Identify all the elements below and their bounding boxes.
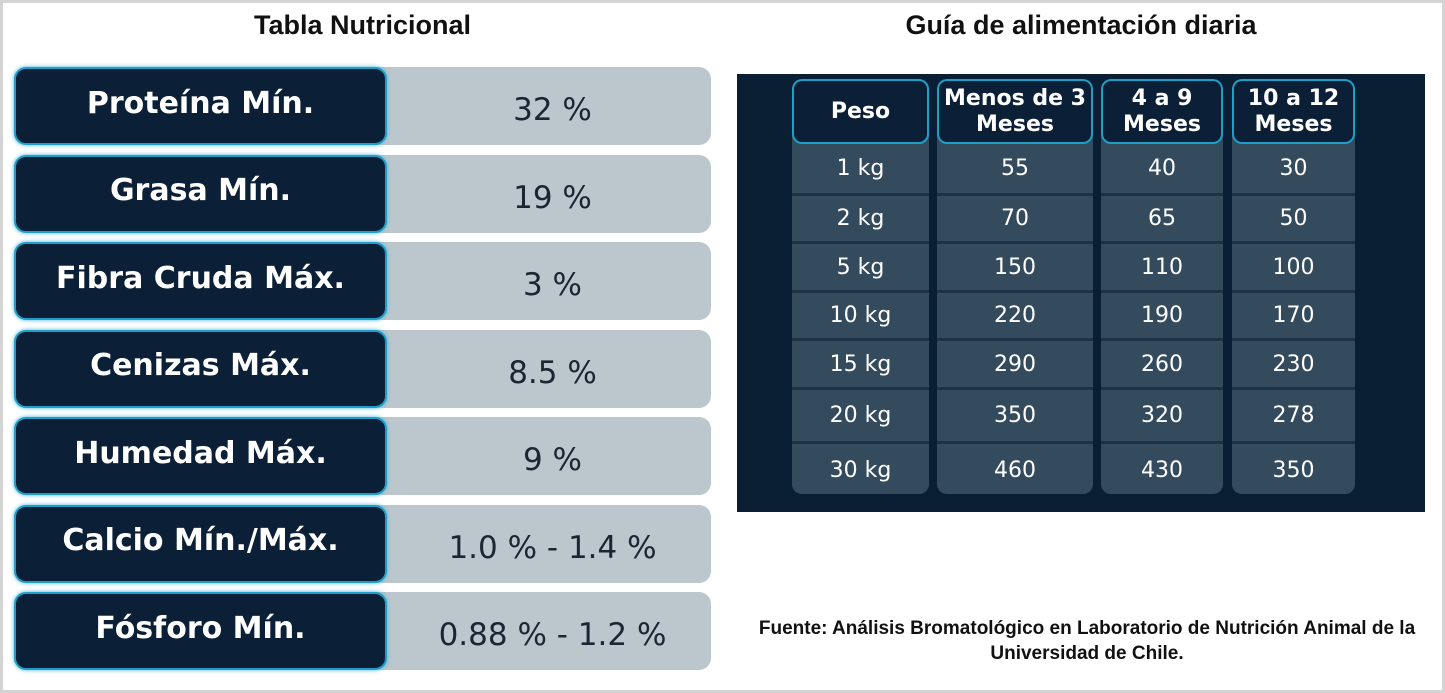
table-cell: 430 [1141, 457, 1183, 483]
nutrient-value: 0.88 % - 1.2 % [354, 592, 711, 670]
table-cell: 1 kg [792, 144, 929, 196]
nutrient-value: 1.0 % - 1.4 % [354, 504, 711, 583]
nutrient-value: 9 % [354, 417, 711, 495]
column-header: Menos de 3 Meses [937, 79, 1093, 144]
table-cell: 320 [1101, 390, 1223, 444]
feeding-column: 4 a 9 Meses 40 65 110 190 260 320 430 [1101, 79, 1223, 494]
nutrient-label: Fibra Cruda Máx. [14, 242, 387, 320]
nutrient-value: 32 % [354, 67, 711, 145]
table-cell: 278 [1232, 390, 1355, 444]
table-cell: 230 [1232, 341, 1355, 390]
nutrition-row: 1.0 % - 1.4 % Calcio Mín./Máx. [14, 504, 711, 583]
table-cell: 260 [1101, 341, 1223, 390]
nutrition-row: 9 % Humedad Máx. [14, 417, 711, 495]
table-cell: 460 [994, 457, 1036, 483]
feeding-column: 10 a 12 Meses 30 50 100 170 230 278 350 [1232, 79, 1355, 494]
column-header: Peso [792, 79, 929, 144]
nutrition-table-title: Tabla Nutricional [253, 10, 472, 40]
table-cell: 290 [937, 341, 1093, 390]
column-header: 10 a 12 Meses [1232, 79, 1355, 144]
table-cell: 15 kg [792, 341, 929, 390]
feeding-column: Menos de 3 Meses 55 70 150 220 290 350 460 [937, 79, 1093, 494]
table-cell: 150 [937, 244, 1093, 293]
table-cell: 20 kg [792, 390, 929, 444]
nutrition-row: 19 % Grasa Mín. [14, 154, 711, 233]
table-cell: 190 [1101, 293, 1223, 341]
nutrient-label: Calcio Mín./Máx. [14, 504, 387, 583]
table-cell: 70 [937, 196, 1093, 244]
nutrition-row: 8.5 % Cenizas Máx. [14, 329, 711, 408]
table-cell: 65 [1101, 196, 1223, 244]
source-note: Fuente: Análisis Bromatológico en Labora… [758, 618, 1416, 664]
nutrient-value: 3 % [354, 242, 711, 320]
nutrient-label: Fósforo Mín. [14, 592, 387, 670]
column-header: 4 a 9 Meses [1101, 79, 1223, 144]
nutrient-label: Proteína Mín. [14, 67, 387, 145]
table-cell: 40 [1101, 144, 1223, 196]
nutrition-row: 0.88 % - 1.2 % Fósforo Mín. [14, 592, 711, 670]
table-cell: 55 [937, 144, 1093, 196]
table-cell: 220 [937, 293, 1093, 341]
nutrient-value: 8.5 % [354, 329, 711, 408]
nutrient-label: Humedad Máx. [14, 417, 387, 495]
nutrition-row: 3 % Fibra Cruda Máx. [14, 242, 711, 320]
table-cell: 10 kg [792, 293, 929, 341]
table-cell: 50 [1232, 196, 1355, 244]
table-cell: 30 [1232, 144, 1355, 196]
feeding-column: Peso 1 kg 2 kg 5 kg 10 kg 15 kg 20 kg 30 kg [792, 79, 929, 494]
feeding-guide-table: Peso 1 kg 2 kg 5 kg 10 kg 15 kg 20 kg 30 kg Meno… [737, 74, 1425, 512]
table-cell: 110 [1101, 244, 1223, 293]
table-cell: 5 kg [792, 244, 929, 293]
table-cell: 350 [1272, 457, 1315, 483]
table-cell: 30 kg [829, 457, 892, 483]
nutrition-row: 32 % Proteína Mín. [14, 67, 711, 145]
table-cell: 170 [1232, 293, 1355, 341]
nutrient-value: 19 % [354, 154, 711, 233]
table-cell: 350 [937, 390, 1093, 444]
nutrient-label: Cenizas Máx. [14, 329, 387, 408]
nutrient-label: Grasa Mín. [14, 154, 387, 233]
table-cell: 100 [1232, 244, 1355, 293]
table-cell: 2 kg [792, 196, 929, 244]
feeding-guide-title: Guía de alimentación diaria [905, 10, 1257, 40]
